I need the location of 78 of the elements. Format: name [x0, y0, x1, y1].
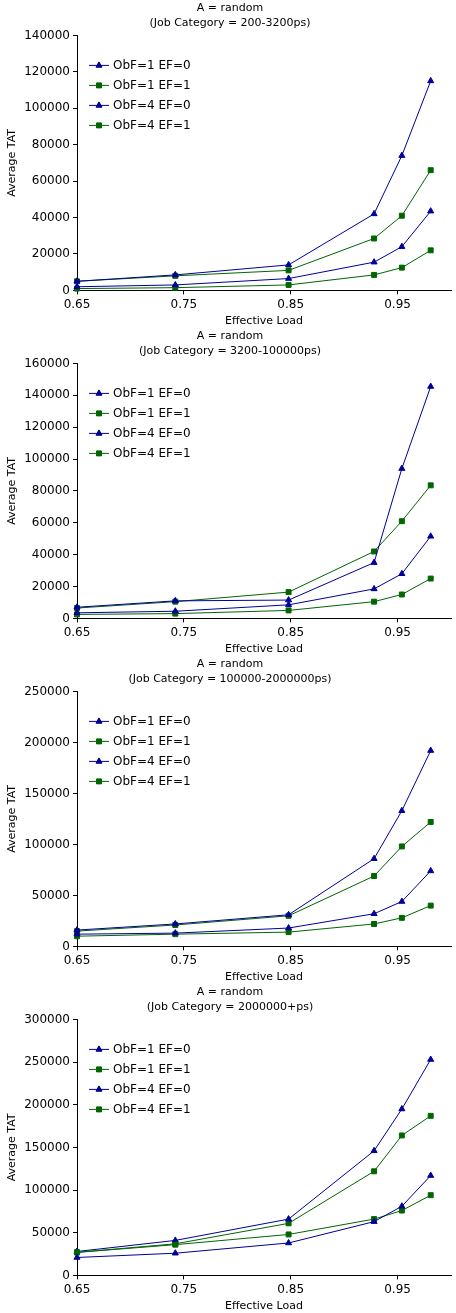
y-tick-label: 200000: [24, 734, 71, 749]
y-tick-label: 20000: [31, 246, 71, 261]
chart-title: A = random: [196, 657, 264, 671]
y-tick-label: 160000: [24, 355, 71, 370]
legend-label: ObF=4 EF=1: [113, 773, 191, 788]
y-tick-label: 50000: [31, 887, 71, 902]
y-tick-label: 140000: [24, 27, 71, 42]
x-tick-label: 0.75: [170, 296, 198, 311]
x-tick-label: 0.85: [277, 296, 305, 311]
y-tick-label: 60000: [31, 514, 71, 529]
legend-label: ObF=4 EF=0: [113, 425, 191, 440]
chart-title: A = random: [196, 985, 264, 999]
legend-label: ObF=1 EF=1: [113, 1061, 191, 1076]
y-tick-label: 100000: [24, 451, 71, 466]
y-tick-label: 0: [62, 1267, 71, 1282]
legend-label: ObF=4 EF=1: [113, 117, 191, 132]
x-tick-label: 0.95: [384, 624, 411, 639]
y-tick-label: 0: [62, 282, 71, 297]
y-axis-title: Average TAT: [5, 784, 19, 853]
y-tick-label: 140000: [24, 387, 71, 402]
y-axis-title: Average TAT: [5, 456, 19, 525]
legend-label: ObF=1 EF=1: [113, 405, 191, 420]
y-tick-label: 120000: [24, 419, 71, 434]
y-tick-label: 100000: [24, 836, 71, 851]
legend-label: ObF=1 EF=0: [113, 1041, 191, 1056]
y-tick-label: 50000: [31, 1224, 71, 1239]
y-tick-label: 20000: [31, 578, 71, 593]
y-tick-label: 120000: [24, 63, 71, 78]
y-axis-title: Average TAT: [5, 128, 19, 197]
y-tick-label: 250000: [24, 1054, 71, 1069]
legend-label: ObF=4 EF=0: [113, 97, 191, 112]
chart-subtitle: (Job Category = 100000-2000000ps): [128, 671, 332, 685]
legend-label: ObF=1 EF=0: [113, 713, 191, 728]
y-tick-label: 40000: [31, 546, 71, 561]
x-axis-title: Effective Load: [225, 314, 303, 328]
legend-label: ObF=4 EF=0: [113, 1081, 191, 1096]
legend-label: ObF=1 EF=1: [113, 77, 191, 92]
x-axis-title: Effective Load: [225, 642, 303, 656]
x-tick-label: 0.75: [170, 952, 198, 967]
legend-label: ObF=1 EF=0: [113, 385, 191, 400]
y-tick-label: 100000: [24, 100, 71, 115]
x-tick-label: 0.75: [170, 624, 198, 639]
x-tick-label: 0.85: [277, 1281, 305, 1296]
legend-label: ObF=4 EF=0: [113, 753, 191, 768]
y-tick-label: 0: [62, 610, 71, 625]
x-axis-title: Effective Load: [225, 970, 303, 984]
x-tick-label: 0.95: [384, 1281, 411, 1296]
x-tick-label: 0.65: [63, 296, 91, 311]
y-tick-label: 200000: [24, 1096, 71, 1111]
x-axis-title: Effective Load: [225, 1299, 303, 1313]
x-tick-label: 0.85: [277, 624, 305, 639]
x-tick-label: 0.85: [277, 952, 305, 967]
chart-subtitle: (Job Category = 200-3200ps): [149, 15, 311, 29]
y-axis-title: Average TAT: [5, 1113, 19, 1182]
y-tick-label: 60000: [31, 173, 71, 188]
legend-label: ObF=4 EF=1: [113, 1101, 191, 1116]
chart-subtitle: (Job Category = 3200-100000ps): [138, 343, 322, 357]
legend-label: ObF=4 EF=1: [113, 445, 191, 460]
x-tick-label: 0.65: [63, 952, 91, 967]
y-tick-label: 0: [62, 938, 71, 953]
legend-label: ObF=1 EF=1: [113, 733, 191, 748]
chart-subtitle: (Job Category = 2000000+ps): [146, 999, 314, 1013]
x-tick-label: 0.75: [170, 1281, 198, 1296]
x-tick-label: 0.65: [63, 624, 91, 639]
y-tick-label: 80000: [31, 136, 71, 151]
chart-title: A = random: [196, 1, 264, 15]
x-tick-label: 0.95: [384, 296, 411, 311]
y-tick-label: 40000: [31, 209, 71, 224]
y-tick-label: 250000: [24, 683, 71, 698]
chart-title: A = random: [196, 329, 264, 343]
y-tick-label: 300000: [24, 1011, 71, 1026]
y-tick-label: 150000: [24, 785, 71, 800]
x-tick-label: 0.65: [63, 1281, 91, 1296]
x-tick-label: 0.95: [384, 952, 411, 967]
legend-label: ObF=1 EF=0: [113, 57, 191, 72]
y-tick-label: 80000: [31, 483, 71, 498]
y-tick-label: 100000: [24, 1182, 71, 1197]
y-tick-label: 150000: [24, 1139, 71, 1154]
